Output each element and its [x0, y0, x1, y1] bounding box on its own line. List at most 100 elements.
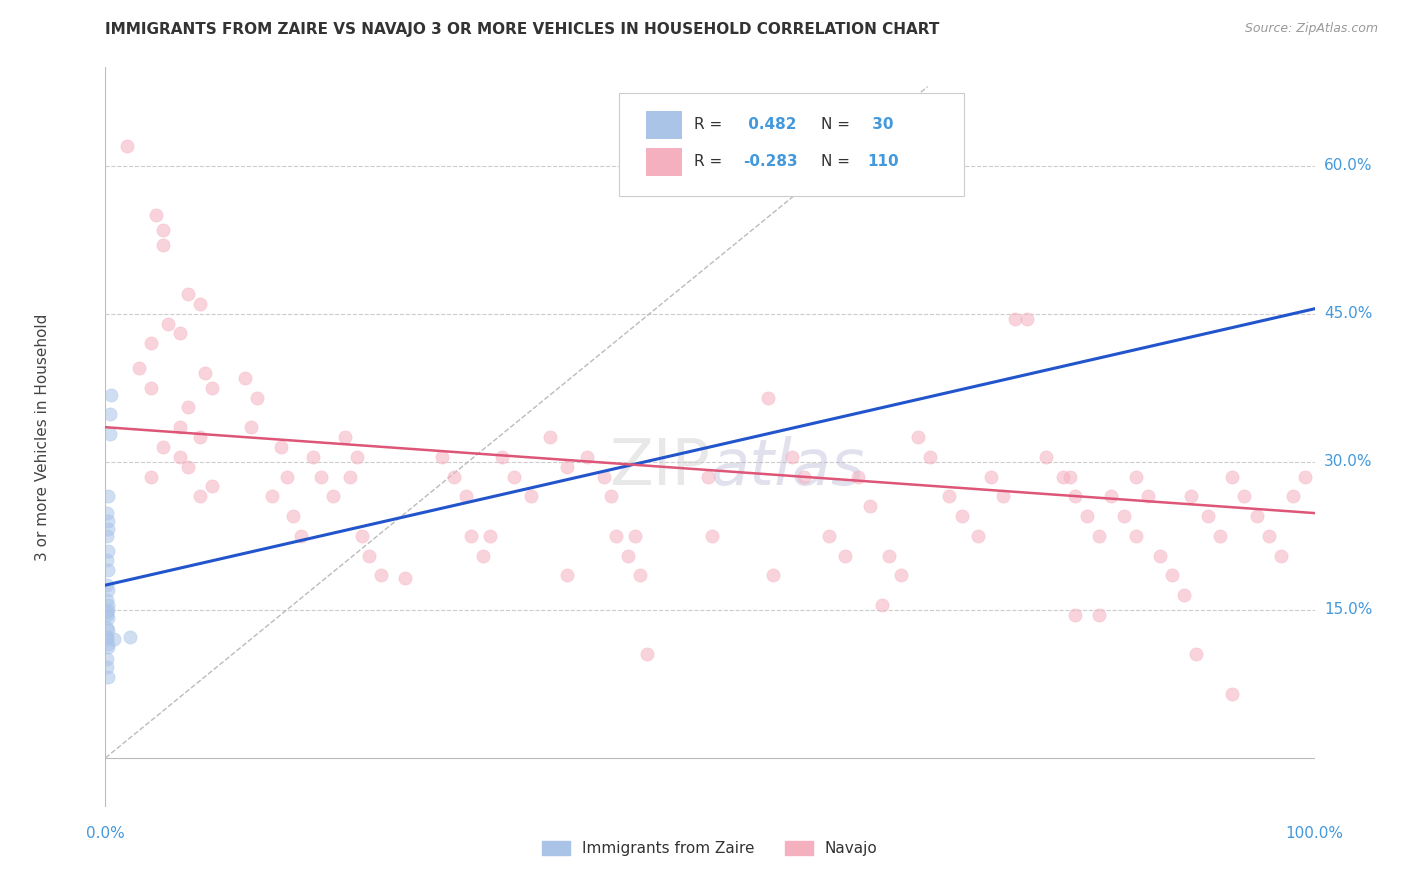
Point	[96, 607, 118, 622]
Point	[246, 391, 269, 405]
Point	[859, 499, 882, 513]
Point	[98, 408, 121, 422]
Point	[1064, 489, 1087, 503]
FancyBboxPatch shape	[620, 93, 965, 196]
Point	[1282, 489, 1305, 503]
Point	[97, 543, 120, 558]
Point	[1059, 469, 1081, 483]
Point	[702, 529, 724, 543]
Point	[1015, 311, 1038, 326]
Point	[176, 287, 198, 301]
Point	[346, 450, 368, 464]
Point	[1161, 568, 1184, 582]
Point	[97, 640, 120, 655]
Point	[188, 430, 211, 444]
Point	[96, 652, 118, 666]
Point	[169, 450, 191, 464]
Point	[1052, 469, 1074, 483]
Point	[96, 605, 118, 619]
Point	[1270, 549, 1292, 563]
Bar	[645, 147, 682, 176]
Text: 3 or more Vehicles in Household: 3 or more Vehicles in Household	[35, 313, 51, 561]
Text: R =: R =	[695, 117, 727, 132]
Point	[96, 593, 118, 607]
Point	[97, 623, 120, 637]
Text: atlas: atlas	[710, 435, 865, 498]
Text: R =: R =	[695, 154, 727, 169]
Point	[103, 632, 125, 647]
Text: 60.0%: 60.0%	[1324, 158, 1372, 173]
Text: -0.283: -0.283	[742, 154, 797, 169]
Point	[1197, 509, 1219, 524]
Text: 30.0%: 30.0%	[1324, 454, 1372, 469]
Point	[478, 529, 501, 543]
Text: N =: N =	[821, 154, 855, 169]
Point	[152, 237, 174, 252]
Point	[169, 420, 191, 434]
Point	[115, 139, 138, 153]
Point	[1035, 450, 1057, 464]
Point	[157, 317, 180, 331]
Text: N =: N =	[821, 117, 855, 132]
Point	[145, 208, 167, 222]
Point	[97, 563, 120, 577]
Point	[846, 469, 869, 483]
Point	[834, 549, 856, 563]
Point	[290, 529, 312, 543]
Point	[188, 297, 211, 311]
Point	[460, 529, 482, 543]
Point	[176, 459, 198, 474]
Point	[1209, 529, 1232, 543]
Text: IMMIGRANTS FROM ZAIRE VS NAVAJO 3 OR MORE VEHICLES IN HOUSEHOLD CORRELATION CHAR: IMMIGRANTS FROM ZAIRE VS NAVAJO 3 OR MOR…	[105, 22, 939, 37]
Point	[176, 401, 198, 415]
Point	[97, 637, 120, 651]
Point	[454, 489, 477, 503]
Point	[605, 529, 627, 543]
Point	[141, 336, 163, 351]
Point	[194, 366, 217, 380]
Point	[920, 450, 942, 464]
Text: ZIP: ZIP	[609, 435, 710, 498]
Point	[96, 632, 118, 647]
Point	[201, 479, 224, 493]
Point	[1246, 509, 1268, 524]
Point	[793, 469, 815, 483]
Point	[100, 387, 122, 401]
Point	[97, 670, 120, 684]
Point	[628, 568, 651, 582]
Point	[141, 469, 163, 483]
Point	[1173, 588, 1195, 602]
Point	[370, 568, 392, 582]
Point	[262, 489, 284, 503]
Point	[270, 440, 292, 454]
Point	[394, 571, 416, 585]
Point	[1222, 469, 1244, 483]
Point	[557, 568, 579, 582]
Point	[350, 529, 373, 543]
Text: Source: ZipAtlas.com: Source: ZipAtlas.com	[1244, 22, 1378, 36]
Point	[152, 440, 174, 454]
Point	[592, 469, 614, 483]
Point	[938, 489, 960, 503]
Point	[339, 469, 361, 483]
Point	[1076, 509, 1098, 524]
Point	[188, 489, 211, 503]
Point	[97, 583, 120, 598]
Text: 30: 30	[868, 117, 894, 132]
Point	[1136, 489, 1159, 503]
Point	[503, 469, 526, 483]
Point	[1125, 529, 1147, 543]
Point	[96, 506, 118, 520]
Text: 0.0%: 0.0%	[86, 826, 125, 841]
Point	[128, 361, 150, 376]
Point	[96, 578, 118, 592]
Point	[333, 430, 356, 444]
Text: 0.482: 0.482	[742, 117, 796, 132]
Point	[471, 549, 494, 563]
Point	[520, 489, 543, 503]
Point	[780, 450, 803, 464]
Point	[97, 489, 120, 503]
Point	[96, 529, 118, 543]
Point	[96, 621, 118, 635]
Point	[1185, 647, 1208, 661]
